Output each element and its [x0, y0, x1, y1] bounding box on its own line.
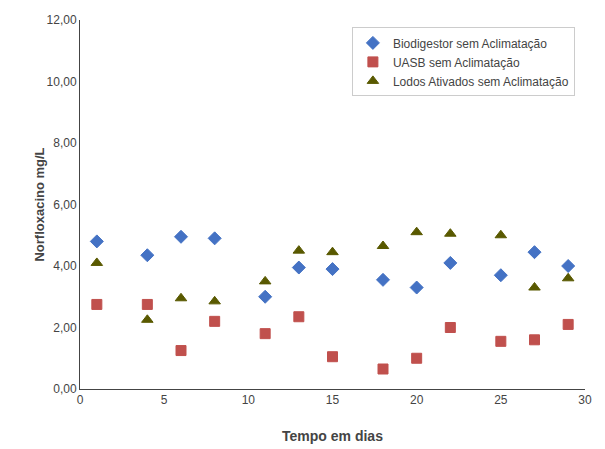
svg-text:Lodos Ativados sem Aclimatação: Lodos Ativados sem Aclimatação — [393, 75, 569, 89]
svg-text:10,00: 10,00 — [47, 75, 77, 89]
svg-text:Tempo em dias: Tempo em dias — [282, 428, 383, 444]
svg-text:25: 25 — [494, 393, 508, 407]
svg-text:20: 20 — [410, 393, 424, 407]
svg-text:6,00: 6,00 — [53, 198, 77, 212]
svg-text:30: 30 — [578, 393, 592, 407]
svg-text:4,00: 4,00 — [53, 259, 77, 273]
svg-text:Biodigestor sem Aclimatação: Biodigestor sem Aclimatação — [393, 37, 547, 51]
svg-text:UASB sem Aclimatação: UASB sem Aclimatação — [393, 56, 520, 70]
svg-text:10: 10 — [242, 393, 256, 407]
svg-text:15: 15 — [326, 393, 340, 407]
svg-text:0,00: 0,00 — [53, 382, 77, 396]
svg-text:8,00: 8,00 — [53, 136, 77, 150]
svg-text:12,00: 12,00 — [47, 13, 77, 27]
svg-text:2,00: 2,00 — [53, 321, 77, 335]
svg-text:0: 0 — [77, 393, 84, 407]
svg-text:Norfloxacino mg/L: Norfloxacino mg/L — [32, 147, 47, 261]
svg-text:5: 5 — [161, 393, 168, 407]
